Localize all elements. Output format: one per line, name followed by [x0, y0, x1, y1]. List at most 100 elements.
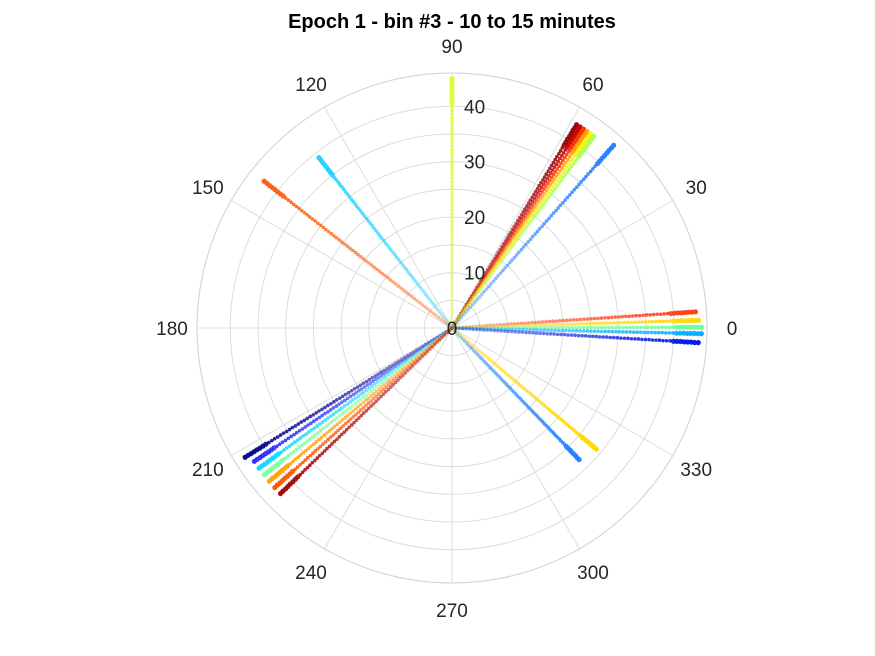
data-point	[476, 282, 481, 287]
data-point	[337, 414, 342, 418]
data-point	[488, 274, 493, 278]
data-point	[408, 366, 413, 371]
data-point	[484, 323, 489, 328]
data-point	[374, 389, 379, 394]
data-point	[450, 247, 454, 252]
data-point	[502, 254, 507, 259]
data-point	[366, 396, 371, 400]
data-point	[317, 409, 321, 413]
data-point	[299, 420, 304, 424]
data-point	[347, 194, 352, 199]
data-point	[450, 279, 454, 284]
data-point	[242, 454, 248, 460]
data-point	[364, 393, 368, 397]
data-point	[301, 434, 305, 438]
data-point	[476, 290, 481, 295]
data-point	[581, 177, 586, 182]
data-point	[485, 328, 489, 332]
data-point	[610, 329, 615, 334]
angle-tick-label: 90	[441, 37, 462, 58]
data-point	[487, 284, 491, 289]
data-point	[484, 279, 489, 284]
data-point	[359, 209, 363, 213]
data-point	[407, 292, 411, 297]
data-point	[411, 358, 415, 363]
data-point	[346, 419, 351, 424]
data-point	[411, 354, 416, 358]
data-point	[289, 451, 293, 456]
data-point	[430, 339, 435, 344]
data-point	[445, 330, 449, 335]
data-point	[313, 219, 318, 223]
data-point	[371, 401, 376, 406]
data-point	[511, 244, 515, 248]
data-point	[412, 296, 417, 301]
data-point	[428, 347, 432, 352]
data-point	[352, 387, 357, 391]
data-point	[282, 448, 286, 452]
data-point	[471, 325, 475, 330]
data-point	[424, 348, 428, 352]
data-point	[582, 317, 586, 321]
data-point	[673, 330, 680, 336]
data-point	[434, 339, 439, 344]
data-point	[339, 185, 344, 189]
data-point	[408, 272, 412, 277]
data-point	[551, 160, 556, 165]
data-point	[376, 397, 381, 401]
data-point	[430, 345, 435, 349]
data-point	[634, 313, 639, 318]
data-point	[471, 348, 476, 353]
data-point	[381, 392, 386, 397]
series	[450, 133, 597, 330]
data-point	[569, 322, 574, 327]
data-point	[528, 327, 533, 332]
data-point	[450, 205, 454, 209]
data-point	[386, 387, 391, 392]
angle-gridline	[230, 327, 453, 456]
data-point	[450, 326, 454, 330]
radial-gridline	[396, 272, 508, 384]
data-point	[440, 335, 445, 340]
data-point	[414, 358, 419, 362]
data-point	[361, 400, 366, 405]
data-point	[479, 350, 483, 354]
data-point	[559, 178, 564, 183]
data-point	[284, 429, 289, 434]
data-point	[568, 193, 572, 197]
data-point	[576, 456, 582, 463]
data-point	[502, 329, 507, 334]
data-point	[316, 155, 322, 161]
data-point	[500, 257, 505, 262]
data-point	[478, 327, 482, 332]
data-point	[698, 331, 704, 337]
data-point	[314, 417, 319, 422]
data-point	[460, 326, 465, 330]
data-point	[664, 338, 669, 343]
data-point	[547, 178, 552, 183]
data-point	[688, 330, 694, 337]
series	[261, 326, 454, 478]
data-point	[349, 423, 354, 427]
data-point	[450, 112, 454, 116]
data-point	[596, 329, 600, 334]
data-point	[355, 204, 359, 209]
data-point	[450, 297, 454, 302]
data-point	[321, 225, 326, 230]
data-point	[465, 303, 470, 308]
data-point	[322, 433, 326, 438]
data-point	[332, 439, 337, 444]
data-point	[467, 327, 472, 331]
data-point	[429, 343, 433, 348]
data-point	[554, 319, 559, 323]
angle-tick-label: 240	[295, 563, 327, 584]
data-point	[597, 335, 602, 339]
data-point	[531, 216, 535, 221]
data-point	[364, 398, 368, 402]
data-point	[373, 374, 378, 378]
data-point	[635, 325, 640, 330]
data-point	[534, 331, 539, 335]
data-point	[583, 334, 588, 338]
data-point	[377, 387, 381, 392]
data-point	[468, 326, 472, 330]
